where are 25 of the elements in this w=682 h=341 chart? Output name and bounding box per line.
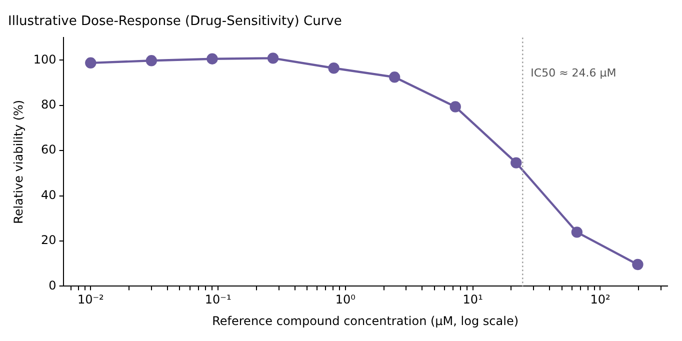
point	[328, 62, 340, 74]
y-tick-label: 60	[41, 142, 56, 157]
point	[206, 53, 218, 64]
y-tick-label: 20	[41, 233, 56, 248]
ref-line-label: IC50 ≈ 24.6 µM	[530, 66, 616, 80]
point	[571, 226, 583, 238]
y-tick-label: 0	[48, 278, 56, 292]
x-tick-label: 10⁻²	[77, 292, 104, 307]
y-tick-label: 100	[33, 52, 56, 66]
point	[388, 72, 400, 83]
point	[450, 101, 461, 112]
x-axis-title: Reference compound concentration (µM, log scale)	[212, 314, 519, 328]
point	[267, 52, 279, 64]
y-tick-label: 80	[41, 98, 56, 112]
point	[510, 157, 522, 168]
x-tick-label: 10¹	[462, 292, 484, 307]
chart-title: Illustrative Dose-Response (Drug-Sensitivity) Curve	[8, 14, 342, 30]
x-tick-label: 10⁻¹	[204, 292, 232, 307]
x-tick-label: 10⁰	[335, 292, 356, 307]
point	[632, 258, 644, 270]
point	[146, 55, 158, 66]
x-tick-label: 10²	[590, 292, 610, 307]
point	[85, 57, 96, 69]
y-tick-label: 40	[41, 188, 56, 202]
y-axis-title: Relative viability (%)	[11, 100, 26, 224]
